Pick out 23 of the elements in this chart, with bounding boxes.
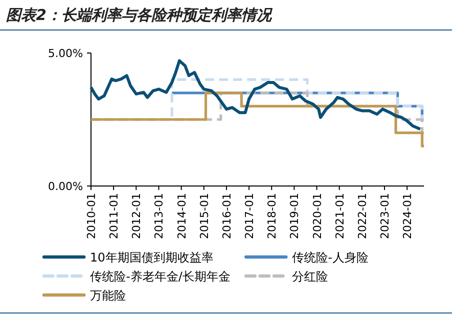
y-tick-label: 5.00% bbox=[48, 47, 83, 60]
legend-label: 传统险-人身险 bbox=[292, 250, 368, 264]
x-tick-label: 2014-01 bbox=[175, 193, 188, 239]
x-tick-label: 2022-01 bbox=[356, 193, 369, 239]
x-tick-label: 2017-01 bbox=[243, 193, 256, 239]
x-tick-label: 2010-01 bbox=[85, 193, 98, 239]
legend-label: 分红险 bbox=[292, 270, 328, 284]
y-tick-label: 0.00% bbox=[48, 180, 83, 193]
x-tick-label: 2024-01 bbox=[401, 193, 414, 239]
x-tick-label: 2023-01 bbox=[378, 193, 392, 239]
x-tick-label: 2012-01 bbox=[130, 193, 144, 239]
x-tick-label: 2011-01 bbox=[108, 193, 121, 239]
chart-title: 图表2：长端利率与各险种预定利率情况 bbox=[6, 6, 274, 24]
x-tick-label: 2020-01 bbox=[310, 193, 324, 239]
legend-label: 传统险-养老年金/长期年金 bbox=[90, 270, 230, 284]
legend-label: 万能险 bbox=[90, 288, 126, 302]
x-tick-label: 2015-01 bbox=[198, 193, 211, 239]
x-tick-label: 2016-01 bbox=[220, 193, 234, 239]
x-tick-label: 2021-01 bbox=[333, 193, 346, 239]
x-tick-label: 2018-01 bbox=[266, 193, 279, 239]
legend-label: 10年期国债到期收益率 bbox=[90, 250, 214, 264]
x-tick-label: 2013-01 bbox=[152, 193, 166, 239]
x-tick-label: 2019-01 bbox=[288, 193, 302, 239]
